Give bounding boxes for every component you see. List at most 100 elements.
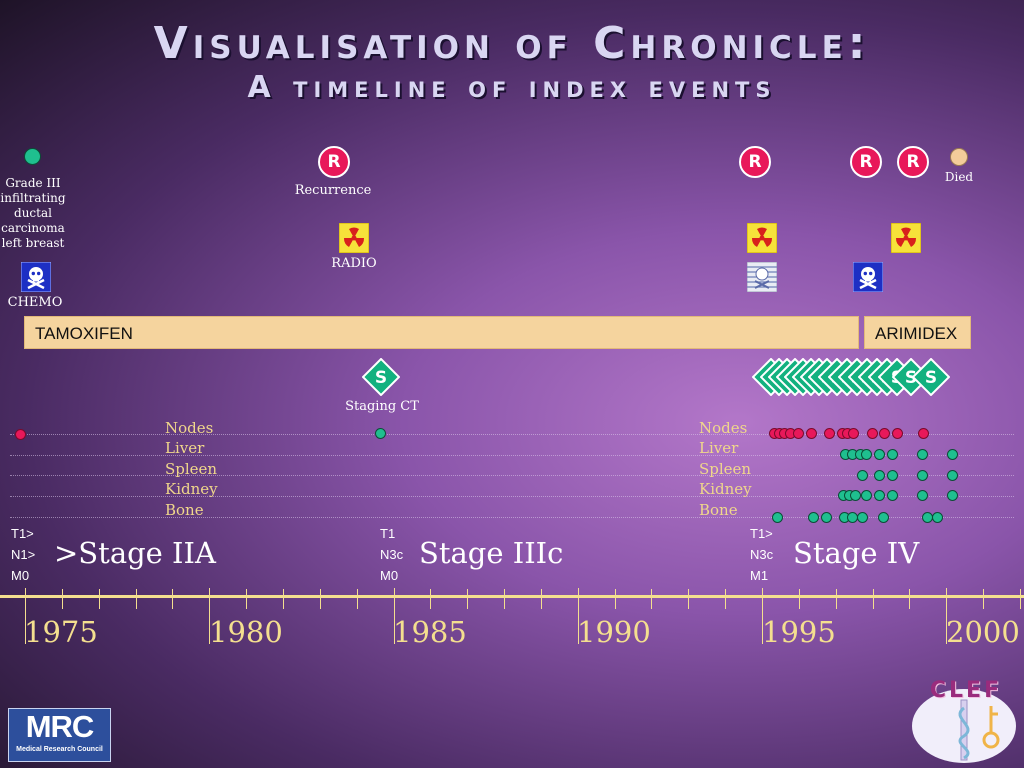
tnm-m: M0 [11,568,30,583]
negative-result-dot[interactable] [947,470,958,481]
axis-minor-tick [651,589,652,609]
negative-result-dot[interactable] [874,449,885,460]
clef-logo-text: CLEF [929,678,1003,703]
positive-result-dot[interactable] [793,428,804,439]
axis-minor-tick [541,589,542,609]
negative-result-dot[interactable] [375,428,386,439]
axis-minor-tick [1020,589,1021,609]
axis-major-tick [209,588,210,644]
year-label: 1985 [393,615,467,649]
year-label: 2000 [946,615,1020,649]
axis-minor-tick [615,589,616,609]
negative-result-dot[interactable] [874,470,885,481]
axis-minor-tick [136,589,137,609]
positive-result-dot[interactable] [824,428,835,439]
radio-label: RADIO [331,256,377,271]
chemo-label: CHEMO [7,295,63,310]
axis-minor-tick [873,589,874,609]
skull-crossbones-icon[interactable] [747,262,777,292]
axis-minor-tick [320,589,321,609]
recurrence-r-icon[interactable]: R [318,146,350,178]
mrc-logo-text: MRC [25,709,95,744]
svg-text:S: S [925,368,937,388]
positive-result-dot[interactable] [867,428,878,439]
skull-crossbones-icon[interactable] [21,262,51,292]
axis-minor-tick [799,589,800,609]
positive-result-dot[interactable] [848,428,859,439]
mrc-logo-subtext: Medical Research Council [16,746,103,753]
staging-s-icon[interactable]: S [362,358,400,396]
positive-result-dot[interactable] [15,429,26,440]
negative-result-dot[interactable] [947,449,958,460]
axis-major-tick [762,588,763,644]
negative-result-dot[interactable] [887,449,898,460]
negative-result-dot[interactable] [932,512,943,523]
svg-text:S: S [375,368,387,388]
radiation-icon[interactable] [747,223,777,253]
staging-s-icon[interactable]: S [912,358,950,396]
negative-result-dot[interactable] [850,490,861,501]
positive-result-dot[interactable] [918,428,929,439]
positive-result-dot[interactable] [806,428,817,439]
negative-result-dot[interactable] [917,490,928,501]
negative-result-dot[interactable] [947,490,958,501]
row-line-spleen [10,475,1014,476]
died-dot-icon[interactable] [950,148,968,166]
tnm-m: M0 [380,568,399,583]
row-label-spleen: Spleen [699,460,752,478]
negative-result-dot[interactable] [772,512,783,523]
negative-result-dot[interactable] [861,490,872,501]
recurrence-r-icon[interactable]: R [897,146,929,178]
recurrence-r-icon[interactable]: R [850,146,882,178]
negative-result-dot[interactable] [887,490,898,501]
positive-result-dot[interactable] [892,428,903,439]
row-label-kidney: Kidney [699,480,752,498]
row-label-nodes: Nodes [699,419,748,437]
axis-major-tick [946,588,947,644]
negative-result-dot[interactable] [821,512,832,523]
row-line-nodes [10,434,1014,435]
axis-major-tick [25,588,26,644]
axis-minor-tick [983,589,984,609]
stage-tnm: T1> N3c M1 [750,523,773,586]
negative-result-dot[interactable] [857,512,868,523]
negative-result-dot[interactable] [917,449,928,460]
axis-major-tick [394,588,395,644]
skull-crossbones-icon[interactable] [853,262,883,292]
negative-result-dot[interactable] [808,512,819,523]
diagnosis-dot-icon[interactable] [24,148,41,165]
svg-text:S: S [905,368,917,388]
year-label: 1975 [24,615,98,649]
axis-minor-tick [725,589,726,609]
row-label-kidney: Kidney [165,480,218,498]
positive-result-dot[interactable] [879,428,890,439]
negative-result-dot[interactable] [887,470,898,481]
axis-minor-tick [430,589,431,609]
axis-minor-tick [99,589,100,609]
negative-result-dot[interactable] [857,470,868,481]
arimidex-bar[interactable]: ARIMIDEX [864,316,971,349]
row-label-liver: Liver [165,439,205,457]
stage-tnm: T1 N3c M0 [380,523,403,586]
tnm-n: N1> [11,547,36,562]
diagnosis-label: Grade III infiltrating ductal carcinoma … [0,176,66,250]
row-label-nodes: Nodes [165,419,214,437]
negative-result-dot[interactable] [874,490,885,501]
negative-result-dot[interactable] [861,449,872,460]
recurrence-r-icon[interactable]: R [739,146,771,178]
negative-result-dot[interactable] [878,512,889,523]
radiation-icon[interactable] [891,223,921,253]
axis-minor-tick [246,589,247,609]
stage-label: Stage IV [793,536,920,570]
tnm-t: T1> [11,526,34,541]
died-label: Died [944,170,974,184]
row-line-bone [10,517,1014,518]
tamoxifen-bar[interactable]: TAMOXIFEN [24,316,859,349]
row-label-spleen: Spleen [165,460,218,478]
radiation-icon[interactable] [339,223,369,253]
recurrence-label: Recurrence [294,183,372,198]
negative-result-dot[interactable] [917,470,928,481]
tnm-n: N3c [750,547,774,562]
year-label: 1995 [762,615,836,649]
axis-minor-tick [688,589,689,609]
